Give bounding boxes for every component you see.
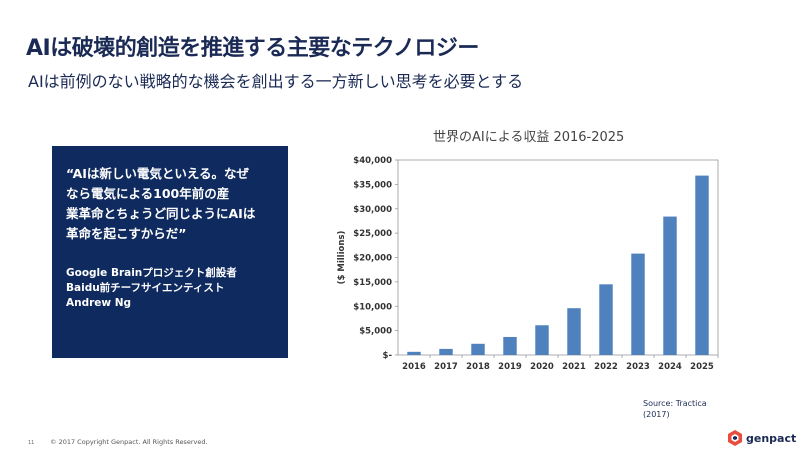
- x-tick-label: 2018: [466, 362, 490, 372]
- x-tick-label: 2025: [690, 362, 714, 372]
- y-tick-label: $-: [383, 351, 393, 361]
- slide-title: AIは破壊的創造を推進する主要なテクノロジー: [26, 36, 479, 61]
- bar: [663, 216, 677, 355]
- y-tick-label: $15,000: [353, 278, 392, 288]
- bar: [535, 325, 549, 355]
- bar: [503, 336, 517, 355]
- quote-attribution: Google Brainプロジェクト創設者 Baidu前チーフサイエンティスト …: [66, 266, 274, 311]
- quote-line: 業革命とちょうど同じようにAIは: [66, 206, 256, 221]
- bar: [567, 308, 581, 355]
- x-tick-label: 2022: [594, 362, 618, 372]
- attribution-name: Andrew Ng: [66, 297, 132, 309]
- logo-text: genpact: [746, 431, 797, 445]
- copyright-text: © 2017 Copyright Genpact. All Rights Res…: [50, 438, 208, 446]
- bar: [407, 351, 421, 355]
- chart-title: 世界のAIによる収益 2016-2025: [433, 130, 625, 145]
- bar: [471, 343, 485, 355]
- y-axis-label: ($ Millions): [337, 231, 347, 285]
- y-tick-label: $10,000: [353, 302, 392, 312]
- slide-subtitle: AIは前例のない戦略的な機会を創出する一方新しい思考を必要とする: [28, 72, 524, 91]
- source-line: Source: Tractica: [643, 399, 707, 408]
- quote-line: なら電気による100年前の産: [66, 186, 230, 201]
- x-tick-label: 2016: [402, 362, 426, 372]
- quote-line: “AIは新しい電気といえる。なぜ: [66, 166, 250, 181]
- bar: [599, 284, 613, 355]
- attribution-line: Google Brainプロジェクト創設者: [66, 267, 237, 279]
- page-number: 11: [28, 440, 35, 446]
- genpact-logo-icon: [728, 430, 742, 446]
- y-tick-label: $5,000: [359, 327, 392, 337]
- chart-source: Source: Tractica (2017): [643, 398, 707, 420]
- x-tick-label: 2017: [434, 362, 458, 372]
- attribution-line: Baidu前チーフサイエンティスト: [66, 282, 225, 294]
- x-tick-label: 2024: [658, 362, 682, 372]
- y-tick-label: $25,000: [353, 229, 392, 239]
- source-year: (2017): [643, 410, 670, 419]
- quote-box: “AIは新しい電気といえる。なぜ なら電気による100年前の産 業革命とちょうど…: [52, 146, 288, 358]
- quote-line: 革命を起こすからだ”: [66, 226, 187, 241]
- revenue-bar-chart: $- $5,000 $10,000 $15,000 $20,000 $25,000 $30,…: [337, 156, 719, 372]
- bar: [695, 175, 709, 355]
- x-tick-label: 2020: [530, 362, 554, 372]
- x-tick-label: 2023: [626, 362, 650, 372]
- bar: [439, 348, 453, 355]
- y-tick-label: $40,000: [353, 156, 392, 166]
- x-tick-label: 2019: [498, 362, 522, 372]
- y-tick-label: $20,000: [353, 254, 392, 264]
- bar: [631, 253, 645, 355]
- y-tick-label: $35,000: [353, 180, 392, 190]
- genpact-logo: genpact: [728, 430, 796, 446]
- x-tick-label: 2021: [562, 362, 586, 372]
- y-tick-label: $30,000: [353, 205, 392, 215]
